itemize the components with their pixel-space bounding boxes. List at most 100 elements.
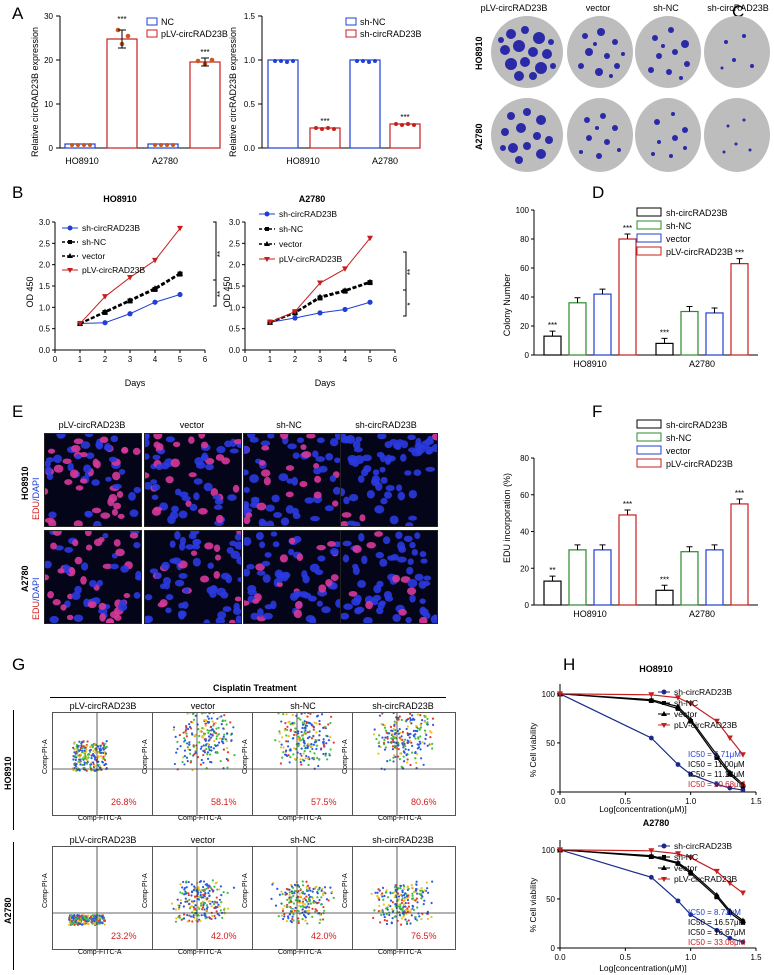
panel-a-right-ytick-0: 0.0 bbox=[244, 144, 256, 153]
flow-xaxis-1-2: Comp-FITC-A bbox=[278, 949, 322, 956]
panel-b-left-title: HO8910 bbox=[103, 194, 137, 204]
panel-d-chart: Colony Number 0 20 40 60 80 100 *** *** HO8910 *… bbox=[502, 206, 758, 369]
panel-b-left-point-0-2 bbox=[127, 311, 133, 317]
colony-dish-a2780-shcirc bbox=[704, 98, 770, 172]
panel-b-left-ytick-5: 2.5 bbox=[39, 239, 51, 248]
panel-b-right-sig-2: * bbox=[406, 302, 415, 305]
panel-h-top-point-1-4 bbox=[714, 755, 720, 760]
g-header-rule bbox=[50, 697, 446, 698]
bar-a-right-shnc-ho8910 bbox=[267, 59, 299, 149]
panel-f-ytick-4: 80 bbox=[520, 454, 529, 463]
panel-b-right-line-3 bbox=[269, 237, 371, 323]
flow-xaxis-1-3: Comp-FITC-A bbox=[378, 949, 422, 956]
flow-yaxis-1-2: Comp-PI-A bbox=[242, 873, 249, 908]
svg-text:vector: vector bbox=[674, 709, 697, 719]
panel-a-right-ytick-15: 1.5 bbox=[244, 12, 256, 21]
panel-h-top-point-3-1 bbox=[648, 692, 655, 698]
panel-b-left-point-0-3 bbox=[152, 299, 158, 305]
flow-percent-0-0: 26.8% bbox=[111, 797, 137, 807]
panel-b-right-point-0-3 bbox=[342, 306, 348, 313]
svg-text:vector: vector bbox=[666, 234, 691, 244]
panel-b-right-xtick-0: 0 bbox=[243, 355, 248, 364]
bar-a-left-plv-a2780 bbox=[189, 61, 221, 149]
edu-image-ho8910-1 bbox=[140, 429, 245, 527]
panel-b-left-point-3-4 bbox=[177, 225, 183, 232]
panel-b-left-ytick-3: 1.5 bbox=[39, 282, 51, 291]
panel-b-left-point-3-3 bbox=[152, 257, 158, 264]
svg-text:sh-circRAD23B: sh-circRAD23B bbox=[674, 687, 732, 697]
flow-plot-0-2: 57.5% bbox=[252, 712, 356, 816]
panel-h-top-point-3-4 bbox=[713, 718, 720, 725]
panel-f-sig-0-0: ** bbox=[549, 566, 555, 575]
g-col-title-0-3: sh-circRAD23B bbox=[372, 701, 434, 711]
panel-h-top-point-2-2 bbox=[674, 703, 681, 710]
panel-h-bottom-ylabel: % Cell viability bbox=[528, 877, 538, 933]
panel-d-ytick-2: 40 bbox=[520, 293, 529, 302]
panel-b-left-sig-1: ** bbox=[216, 251, 225, 257]
panel-d-bar-1-3 bbox=[730, 263, 749, 356]
svg-text:IC50 = 8.73μM: IC50 = 8.73μM bbox=[688, 908, 741, 917]
panel-f-bar-1-1 bbox=[680, 551, 699, 606]
svg-text:pLV-circRAD23B: pLV-circRAD23B bbox=[82, 265, 145, 275]
panel-h-top-point-2-4 bbox=[713, 751, 720, 758]
g-row-rule-2 bbox=[13, 842, 14, 970]
g-col-title-0-0: pLV-circRAD23B bbox=[69, 701, 137, 711]
panel-b-left-xtick-0: 0 bbox=[53, 355, 58, 364]
legend-a-left-plv-swatch bbox=[146, 29, 158, 38]
panel-h-bottom-xtick-0: 0.0 bbox=[554, 953, 566, 962]
flow-percent-0-1: 58.1% bbox=[211, 797, 237, 807]
panel-d-ytick-3: 60 bbox=[520, 264, 529, 273]
panel-b-right-brackets bbox=[403, 251, 407, 317]
panel-d-ylabel: Colony Number bbox=[502, 274, 512, 337]
edu-image-ho8910-3 bbox=[338, 432, 442, 529]
panel-d-ytick-0: 0 bbox=[525, 351, 530, 360]
panel-h-bottom-ic50: IC50 = 8.73μM IC50 = 16.57μM IC50 = 16.6… bbox=[688, 908, 746, 947]
svg-text:pLV-circRAD23B: pLV-circRAD23B bbox=[674, 720, 737, 730]
colony-dish-a2780-vector bbox=[567, 98, 633, 172]
panel-f-sig-0-3: *** bbox=[623, 500, 632, 509]
flow-plot-0-3: 80.6% bbox=[352, 712, 456, 816]
panel-b-left-ytick-2: 1.0 bbox=[39, 303, 51, 312]
panel-b-right-point-2-2 bbox=[317, 293, 323, 300]
flow-yaxis-0-0: Comp-PI-A bbox=[42, 739, 49, 774]
panel-d-bar-0-1 bbox=[568, 302, 587, 356]
panel-label-g: G bbox=[12, 655, 26, 674]
panel-d-ytick-1: 20 bbox=[520, 322, 529, 331]
panel-a-left-ytick-0: 0 bbox=[49, 144, 54, 153]
panel-d-bar-1-2 bbox=[705, 312, 724, 356]
bar-a-left-plv-ho8910 bbox=[106, 38, 138, 149]
panel-b-left-xtick-5: 5 bbox=[178, 355, 183, 364]
panel-h-top-ytick-0: 0 bbox=[551, 788, 556, 797]
edu-image-ho8910-0 bbox=[41, 429, 142, 530]
svg-text:IC50 = 20.68μM: IC50 = 20.68μM bbox=[688, 780, 746, 789]
panel-f-cat-1: A2780 bbox=[689, 609, 715, 619]
panel-b-left-axes bbox=[54, 222, 205, 351]
panel-h-bottom-title: A2780 bbox=[643, 818, 670, 828]
panel-h-bottom-xlabel: Log[concentration(μM)] bbox=[599, 963, 687, 973]
panel-d-sig-1-0: *** bbox=[660, 328, 669, 337]
panel-h-bottom-point-2-3 bbox=[687, 868, 694, 874]
panel-h-bottom-point-3-1 bbox=[648, 848, 655, 854]
panel-a-charts: Relative circRAD23B expression 0 10 20 3… bbox=[30, 12, 422, 166]
c-col-shnc: sh-NC bbox=[653, 3, 679, 13]
panel-h-top-point-0-6 bbox=[740, 787, 746, 793]
edu-image-ho8910-2 bbox=[240, 430, 343, 530]
panel-b-right-point-3-1 bbox=[292, 309, 298, 315]
panel-a-left-cat-1: HO8910 bbox=[65, 156, 99, 166]
c-col-plv: pLV-circRAD23B bbox=[480, 3, 548, 13]
panel-h-bottom-point-2-1 bbox=[648, 852, 655, 859]
panel-b-left-xtick-2: 2 bbox=[103, 355, 108, 364]
flow-yaxis-1-1: Comp-PI-A bbox=[142, 873, 149, 908]
panel-b-right-xtick-5: 5 bbox=[368, 355, 373, 364]
g-col-title-1-3: sh-circRAD23B bbox=[372, 835, 434, 845]
bar-a-left-nc-ho8910 bbox=[64, 143, 96, 149]
panel-a-right-sig-1: *** bbox=[320, 117, 329, 126]
panel-a-left-ylabel: Relative circRAD23B expression bbox=[30, 27, 40, 157]
svg-text:vector: vector bbox=[279, 239, 302, 249]
panel-h-bottom-point-2-5 bbox=[726, 907, 733, 914]
panel-h-bottom-point-3-0 bbox=[557, 847, 563, 853]
panel-f-bar-0-0 bbox=[543, 580, 562, 606]
c-row-ho8910: HO8910 bbox=[474, 36, 484, 70]
panel-b-right-point-0-4 bbox=[367, 299, 373, 305]
legend-a-right-shnc-swatch bbox=[345, 17, 357, 26]
